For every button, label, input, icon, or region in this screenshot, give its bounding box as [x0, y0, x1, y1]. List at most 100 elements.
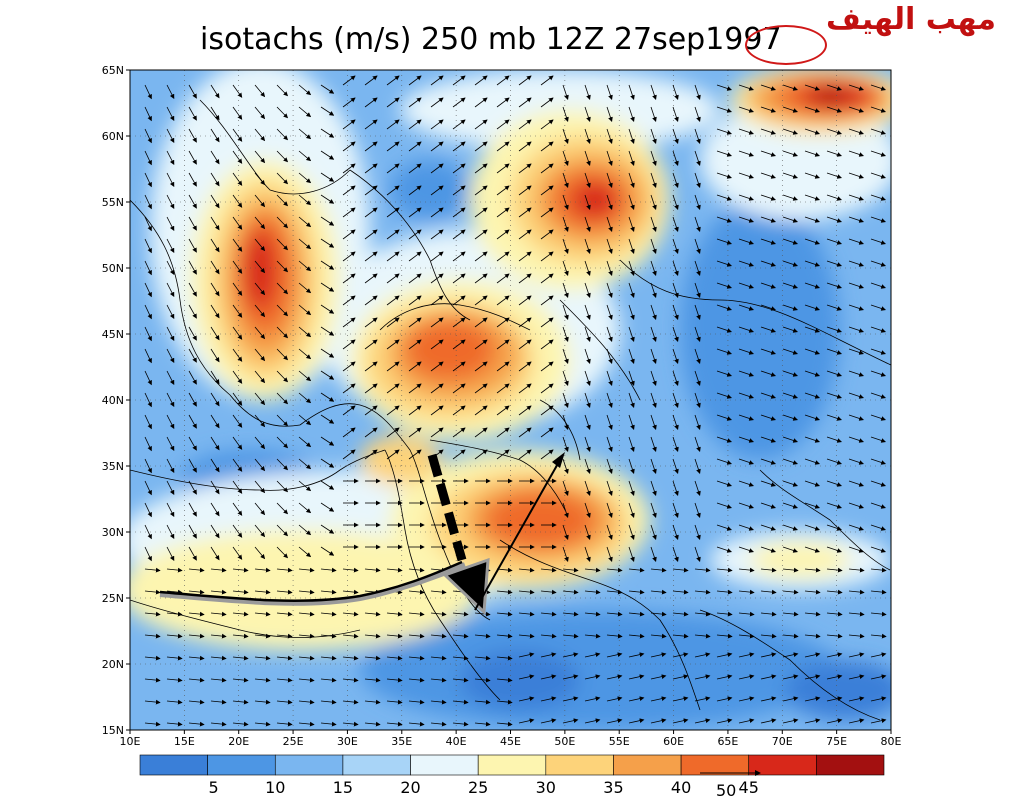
wind-vector [804, 567, 821, 573]
wind-vector [848, 589, 865, 595]
wind-vector [166, 458, 175, 474]
wind-vector [320, 282, 335, 292]
wind-vector [650, 589, 667, 595]
wind-vector [738, 128, 754, 135]
wind-vector [386, 633, 403, 639]
wind-vector [408, 655, 425, 661]
wind-vector [672, 546, 679, 562]
wind-vector [188, 480, 197, 495]
wind-vector [782, 502, 798, 509]
wind-vector [474, 699, 491, 705]
wind-vector [474, 677, 491, 683]
wind-vector [738, 150, 754, 157]
wind-vector [254, 370, 266, 384]
wind-vector [254, 194, 266, 208]
wind-vector [694, 348, 701, 364]
lat-label: 20N [102, 658, 124, 671]
wind-vector [232, 436, 243, 450]
wind-vector [342, 339, 356, 350]
wind-vector [144, 106, 152, 122]
wind-vector [540, 652, 557, 658]
wind-vector [166, 414, 175, 430]
wind-vector [672, 414, 679, 430]
wind-vector [408, 339, 422, 350]
wind-vector [298, 436, 312, 448]
wind-vector [848, 546, 864, 553]
wind-vector [782, 589, 799, 595]
wind-vector [474, 207, 488, 218]
wind-vector [518, 361, 532, 372]
wind-vector [716, 718, 733, 724]
wind-vector [694, 414, 701, 430]
wind-vector [386, 655, 403, 661]
wind-vector [386, 317, 400, 328]
wind-vector [672, 458, 679, 474]
wind-vector [562, 304, 569, 320]
wind-vector [826, 348, 842, 355]
wind-vector [210, 282, 220, 297]
wind-vector [760, 172, 776, 179]
wind-vector [760, 674, 777, 680]
wind-vector [276, 633, 293, 639]
wind-vector [254, 567, 271, 573]
wind-vector [628, 718, 645, 724]
colorbar-label: 40 [671, 778, 691, 797]
wind-vector [452, 655, 469, 661]
wind-vector [628, 84, 635, 100]
wind-vector [672, 216, 679, 232]
wind-vector [738, 260, 754, 267]
wind-vector [606, 589, 623, 595]
wind-vector [650, 718, 667, 724]
wind-vector [408, 251, 422, 262]
wind-vector [870, 674, 887, 680]
wind-vector [606, 502, 613, 518]
wind-vector [496, 251, 510, 262]
wind-vector [276, 414, 289, 427]
wind-vector [584, 282, 591, 298]
wind-vector [848, 458, 864, 465]
wind-vector [364, 677, 381, 683]
wind-vector [694, 696, 711, 702]
wind-vector [320, 480, 335, 490]
wind-vector [650, 392, 657, 408]
wind-vector [804, 392, 820, 399]
wind-vector [518, 449, 532, 460]
wind-vector [210, 677, 227, 683]
wind-vector [584, 304, 591, 320]
wind-vector [628, 216, 635, 232]
wind-vector [298, 238, 312, 250]
wind-vector [408, 75, 422, 86]
wind-vector [254, 611, 271, 617]
wind-vector [166, 524, 175, 540]
wind-vector [870, 304, 886, 311]
wind-vector [496, 163, 510, 174]
wind-vector [144, 458, 152, 474]
wind-vector [452, 677, 469, 683]
wind-vector [386, 229, 400, 240]
wind-vector [232, 282, 243, 296]
wind-vector [738, 326, 754, 333]
wind-vector [628, 128, 635, 144]
wind-vector [298, 721, 315, 727]
wind-vector [430, 361, 444, 372]
wind-vector [848, 436, 864, 443]
curved-flow-arrow-shadow [159, 562, 467, 606]
wind-vector [650, 652, 667, 658]
wind-vector [870, 458, 886, 465]
wind-vector [716, 106, 732, 113]
wind-vector [650, 502, 657, 518]
wind-vector [518, 97, 532, 108]
wind-vector [496, 405, 510, 416]
wind-vector [782, 480, 798, 487]
wind-vector [452, 383, 466, 394]
wind-vector [408, 361, 422, 372]
wind-vector [320, 699, 337, 705]
wind-vector [804, 348, 820, 355]
wind-vector [496, 295, 510, 306]
wind-vector [364, 339, 378, 350]
wind-vector [540, 567, 557, 573]
wind-vector [298, 260, 312, 272]
wind-vector [144, 546, 152, 562]
wind-vector [804, 524, 820, 531]
wind-vector [386, 339, 400, 350]
